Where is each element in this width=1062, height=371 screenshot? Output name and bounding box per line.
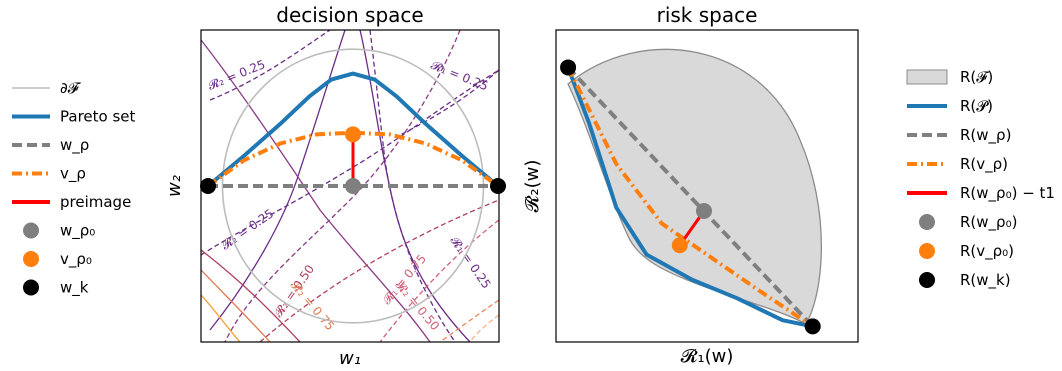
point-w-k-2 [200,178,216,194]
contour-r1-dash-b [399,69,499,136]
contour-r2-solid-a [201,39,431,342]
legend-preimage-label: preimage [60,193,131,211]
series-line-r [566,66,814,329]
contour-r1-dash-c [224,30,461,342]
risk-space-ylabel: 𝓡₂(w) [522,160,543,213]
contour-r2-050-dash [259,199,499,342]
decision-space-xlabel: w₁ [339,348,361,369]
legend-r-marker [906,69,948,85]
decision-space-panel: decision space 𝓡₁ = 0. [164,3,506,369]
legend-w-marker [23,222,39,239]
point-r-v-1 [671,237,688,254]
legend-v-label: v_ρ [60,165,86,184]
series-line-r-v [566,66,814,329]
legend-risk-space: R(𝓕) R(𝓟) R(w_ρ) R(v_ρ) R(w_ρ₀) − t1 R(w_ρ₀) R… [906,68,1055,290]
point-w-k-3 [490,178,506,194]
decision-space-title: decision space [276,3,423,27]
legend-item-label: ∂𝓕 [60,79,82,97]
contour-label-6: 𝓡₂ = 0.75 [288,278,338,333]
contour-r1-dash-a [369,30,456,342]
risk-space-points [560,59,821,335]
legend-r-label: R(𝓟) [960,97,993,115]
risk-space-frame [555,29,859,343]
decision-space-points [200,126,506,194]
legend-r-w-k-marker [919,272,935,288]
legend-r-label: R(𝓕) [960,68,993,86]
point-r-w-k-2 [560,59,577,76]
legend-r-w-marker [919,214,935,230]
contour-r2-075-dash [439,299,499,342]
point-r-w-k-3 [804,318,821,335]
point-r-w-0 [695,202,712,219]
risk-space-panel: risk space 𝓡₁(w) 𝓡₂(w) [522,3,859,367]
legend-pareto-set-label: Pareto set [60,108,135,126]
contour-r1-1-dash [469,314,499,342]
legend-r-w-label: R(w_ρ₀) [960,213,1017,232]
series-line-pareto-set [206,71,499,188]
legend-v-marker [23,251,39,267]
contour-r1-025-solid [209,30,346,331]
contour-r2-dash-a [209,30,331,101]
legend-r-w-label: R(w_ρ) [960,126,1011,145]
legend-w-label: w_ρ [60,136,89,155]
risk-region-area [567,48,823,325]
contour-label-0: 𝓡₁ = 0.25 [429,58,490,94]
legend-r-w-t1-label: R(w_ρ₀) − t1 [960,184,1055,203]
contour-label-3: 𝓡₁ = 0.25 [448,234,494,292]
point-w-0 [345,178,361,194]
contour-r1-075-dash [379,219,499,342]
legend-r-v-marker [919,243,935,259]
contour-r2-050-solid [201,249,301,342]
decision-space-ylabel: w₂ [164,175,185,197]
legend-w-k-marker [23,279,39,296]
risk-space-title: risk space [657,3,758,27]
contour-r2-075-solid [201,269,271,342]
risk-space-xlabel: 𝓡₁(w) [681,346,734,367]
risk-space-plot-area [566,48,823,329]
legend-r-v-label: R(v_ρ) [960,155,1008,174]
point-v-1 [345,126,361,143]
contour-r1-1-solid [201,294,241,342]
legend-r-w-k-label: R(w_k) [960,271,1011,290]
legend-w-label: w_ρ₀ [60,222,95,241]
legend-decision-space: ∂𝓕 Pareto set w_ρ v_ρ preimage w_ρ₀ v_ρ₀ w_k [12,79,135,298]
legend-v-label: v_ρ₀ [60,250,92,269]
legend-r-v-label: R(v_ρ₀) [960,242,1014,261]
legend-w-k-label: w_k [60,279,89,298]
